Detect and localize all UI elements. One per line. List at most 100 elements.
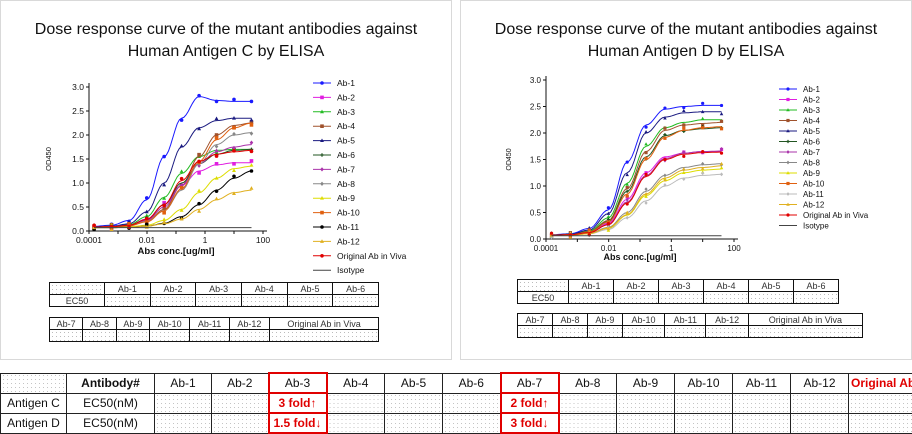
data-point [644,157,647,160]
summary-metric-label: EC50(nM) [67,393,155,413]
ec50-row-label: EC50 [518,292,569,304]
data-point [626,186,629,189]
summary-col-header: Ab-4 [327,373,385,393]
data-point [663,158,666,161]
data-point [701,102,704,105]
series-original-ab-in-viva [92,149,253,229]
legend-marker [320,182,324,186]
y-tick-label: 2.5 [530,103,542,112]
legend-label: Ab-1 [803,85,820,94]
y-tick-label: 3.0 [530,76,542,85]
legend-label: Ab-10 [803,180,825,189]
data-point [197,202,201,206]
data-point [250,159,254,163]
legend-marker [320,96,324,100]
data-point [180,144,184,148]
legend-item: Isotype [779,222,829,231]
legend-label: Ab-2 [337,92,355,102]
legend-label: Ab-3 [803,106,820,115]
data-point [682,127,685,130]
x-axis-label: Abs conc.[ug/ml] [603,252,676,262]
ec50-row-label: EC50 [50,295,105,307]
legend-label: Original Ab in Viva [803,211,869,220]
data-point [180,169,184,173]
ec50-col-header: Ab-8 [83,318,116,330]
y-tick-label: 1.5 [72,154,84,164]
legend-label: Ab-11 [803,190,824,199]
data-point [644,151,647,154]
y-tick-label: 2.5 [72,106,84,116]
data-point [232,126,236,130]
ec50-col-header: Ab-3 [196,283,242,295]
series-line [94,97,251,227]
series-ab-1 [92,94,253,230]
ec50-header-row-c-2: Ab-7 Ab-8 Ab-9 Ab-10 Ab-11 Ab-12 Origina… [50,318,379,330]
axis-lines [546,76,738,239]
legend-marker [786,192,789,196]
legend-label: Ab-6 [337,150,355,160]
data-point [215,136,219,140]
data-point [644,126,647,129]
data-point [701,150,704,153]
data-point [180,177,184,181]
series-line [552,122,722,235]
summary-metric-label: EC50(nM) [67,413,155,433]
legend-label: Ab-9 [337,193,355,203]
data-point [232,174,236,178]
legend-item: Ab-2 [313,92,355,102]
data-point [250,123,254,127]
ec50-value-row-c: EC50 [50,295,379,307]
legend-marker [786,213,789,216]
summary-col-header: Ab-10 [675,373,733,393]
legend-marker [320,81,324,85]
summary-cell-ab3-c: 3 fold↑ [269,393,327,413]
ec50-value-row-c-2 [50,330,379,342]
data-point [197,171,201,175]
data-point [644,130,648,133]
panel-antigen-c: Dose response curve of the mutant antibo… [0,0,452,360]
ec50-col-header: Ab-1 [569,280,614,292]
data-point [145,217,149,221]
summary-row-antigen-d: Antigen D EC50(nM) 1.5 fold↓ 3 fold↓ [1,413,912,433]
data-point [720,104,723,107]
legend-item: Ab-7 [779,148,820,157]
legend-item: Ab-4 [313,121,355,131]
data-point [215,117,219,121]
ec50-col-header: Ab-12 [706,314,748,326]
data-point [626,216,629,220]
ec50-table-c: Ab-1 Ab-2 Ab-3 Ab-4 Ab-5 Ab-6 EC50 [49,282,379,307]
axis-lines [89,83,267,231]
x-tick-label: 0.01 [139,235,156,245]
data-point [180,186,184,190]
summary-cell-ab7-d: 3 fold↓ [501,413,559,433]
y-tick-label: 1.0 [530,182,542,191]
ec50-col-header: Ab-4 [704,280,749,292]
data-point [720,112,724,115]
ec50-col-header: Ab-3 [659,280,704,292]
ec50-col-header: Ab-9 [116,318,149,330]
legend-marker [320,153,324,157]
summary-header-label: Antibody# [67,373,155,393]
x-tick-label: 0.0001 [76,235,102,245]
summary-col-header: Ab-2 [212,373,269,393]
legend-item: Ab-3 [313,107,355,117]
data-point [720,120,723,123]
ec50-col-header: Ab-8 [552,314,587,326]
data-point [250,150,254,154]
x-tick-label: 1 [203,235,208,245]
series-ab-2 [550,148,723,239]
data-point [232,149,236,153]
legend-label: Isotype [337,265,365,275]
legend-item: Ab-12 [779,201,825,210]
legend-label: Ab-10 [337,208,360,218]
legend-label: Ab-11 [337,222,359,232]
summary-col-header: Ab-7 [501,373,559,393]
legend-label: Ab-9 [803,169,820,178]
summary-col-header: Ab-3 [269,373,327,393]
ec50-table-d-2: Ab-7 Ab-8 Ab-9 Ab-10 Ab-11 Ab-12 Origina… [517,313,863,338]
x-tick-label: 100 [256,235,270,245]
data-point [215,162,219,166]
ec50-col-header: Ab-6 [333,283,379,295]
data-point [232,98,236,102]
series-ab-5 [92,116,253,229]
